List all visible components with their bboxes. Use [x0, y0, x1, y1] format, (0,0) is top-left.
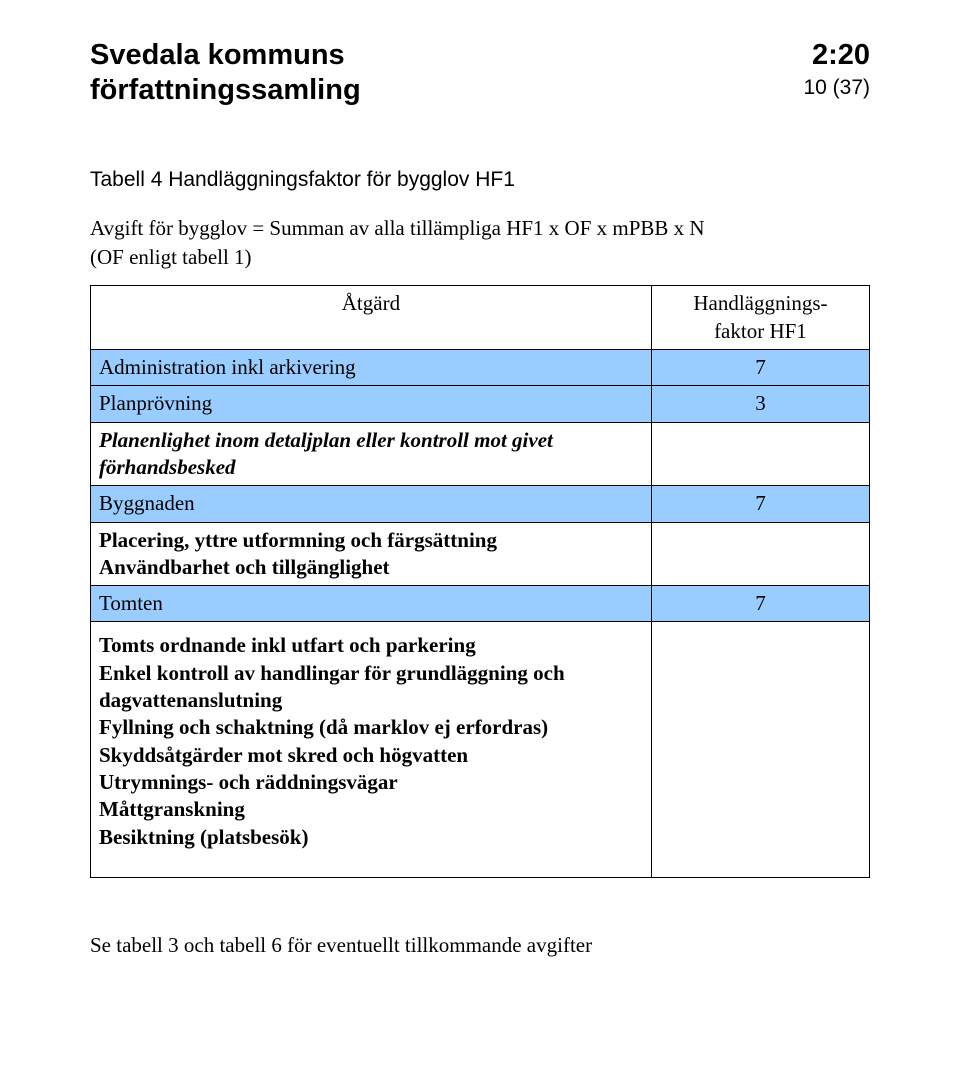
page-header: Svedala kommuns författningssamling 2:20… [90, 38, 870, 108]
row-label: Administration inkl arkivering [91, 350, 652, 386]
sub-line: Besiktning (platsbesök) [99, 825, 308, 849]
table-row: Byggnaden 7 [91, 486, 870, 522]
col-factor-l1: Handläggnings- [693, 291, 827, 315]
doc-title: Svedala kommuns författningssamling [90, 38, 361, 108]
row-sub: Tomts ordnande inkl utfart och parkering… [91, 622, 652, 877]
col-action-label: Åtgärd [99, 290, 643, 317]
row-value: 7 [651, 350, 869, 386]
row-value-empty [651, 422, 869, 486]
section-title: Tabell 4 Handläggningsfaktor för bygglov… [90, 166, 870, 193]
row-value-empty [651, 522, 869, 586]
doc-code: 2:20 [812, 39, 870, 71]
table-row: Tomts ordnande inkl utfart och parkering… [91, 622, 870, 877]
factor-table: Åtgärd Handläggnings- faktor HF1 Adminis… [90, 285, 870, 877]
row-sub-l1: Placering, yttre utformning och färgsätt… [99, 528, 497, 552]
table-row: Planenlighet inom detaljplan eller kontr… [91, 422, 870, 486]
sub-line: Måttgranskning [99, 797, 245, 821]
doc-title-line1: Svedala kommuns [90, 39, 345, 71]
col-action: Åtgärd [91, 286, 652, 350]
sub-line: Tomts ordnande inkl utfart och parkering [99, 633, 476, 657]
row-sub-l1: Planenlighet inom detaljplan eller kontr… [99, 428, 553, 452]
row-sub: Placering, yttre utformning och färgsätt… [91, 522, 652, 586]
doc-meta: 2:20 10 (37) [803, 38, 870, 100]
sub-line: Utrymnings- och räddningsvägar [99, 770, 398, 794]
row-sub-l2: Användbarhet och tillgänglighet [99, 555, 390, 579]
table-row: Planprövning 3 [91, 386, 870, 422]
sub-line: Skyddsåtgärder mot skred och högvatten [99, 743, 468, 767]
row-sub: Planenlighet inom detaljplan eller kontr… [91, 422, 652, 486]
table-head-row: Åtgärd Handläggnings- faktor HF1 [91, 286, 870, 350]
formula-paren: (OF enligt tabell 1) [90, 244, 870, 271]
row-label: Planprövning [91, 386, 652, 422]
table-row: Placering, yttre utformning och färgsätt… [91, 522, 870, 586]
row-value: 7 [651, 586, 869, 622]
sub-line: dagvattenanslutning [99, 688, 282, 712]
footer-note: Se tabell 3 och tabell 6 för eventuellt … [90, 932, 870, 959]
formula-text: Avgift för bygglov = Summan av alla till… [90, 215, 870, 242]
table-row: Administration inkl arkivering 7 [91, 350, 870, 386]
doc-title-line2: författningssamling [90, 74, 361, 106]
row-sub-l2: förhandsbesked [99, 455, 236, 479]
col-factor: Handläggnings- faktor HF1 [651, 286, 869, 350]
sub-line: Fyllning och schaktning (då marklov ej e… [99, 715, 548, 739]
row-value: 7 [651, 486, 869, 522]
table-row: Tomten 7 [91, 586, 870, 622]
row-value-empty [651, 622, 869, 877]
col-factor-l2: faktor HF1 [714, 319, 807, 343]
row-label: Tomten [91, 586, 652, 622]
row-label: Byggnaden [91, 486, 652, 522]
page-info: 10 (37) [803, 75, 870, 100]
row-value: 3 [651, 386, 869, 422]
sub-line: Enkel kontroll av handlingar för grundlä… [99, 661, 565, 685]
